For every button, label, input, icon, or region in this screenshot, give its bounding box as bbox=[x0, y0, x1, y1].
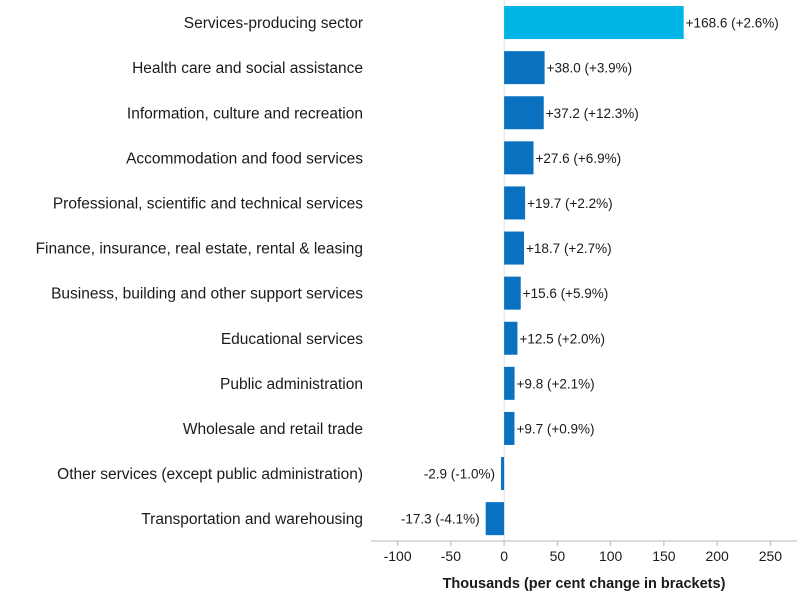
category-label: Educational services bbox=[221, 331, 363, 348]
bar bbox=[504, 6, 684, 40]
data-label: +19.7 (+2.2%) bbox=[527, 196, 613, 211]
bar bbox=[504, 411, 515, 445]
category-label: Transportation and warehousing bbox=[141, 511, 363, 528]
bar bbox=[504, 366, 515, 400]
category-labels: Services-producing sector Health care and… bbox=[36, 15, 364, 528]
bar bbox=[504, 276, 521, 310]
bar bbox=[504, 321, 518, 355]
data-label: -2.9 (-1.0%) bbox=[424, 467, 495, 482]
bar bbox=[485, 502, 505, 536]
category-label: Finance, insurance, real estate, rental … bbox=[36, 241, 363, 258]
category-label: Wholesale and retail trade bbox=[183, 421, 363, 438]
x-tick-label: 50 bbox=[550, 548, 566, 564]
data-label: +9.8 (+2.1%) bbox=[517, 376, 595, 391]
x-axis: -100 -50 0 50 100 150 200 250 bbox=[371, 540, 797, 564]
x-axis-title: Thousands (per cent change in brackets) bbox=[443, 576, 726, 592]
data-label: -17.3 (-4.1%) bbox=[401, 512, 480, 527]
bar bbox=[504, 51, 545, 85]
x-tick-label: 0 bbox=[500, 548, 508, 564]
bar bbox=[504, 96, 544, 130]
chart-background bbox=[371, 0, 797, 541]
x-tick-label: 150 bbox=[652, 548, 676, 564]
data-label: +37.2 (+12.3%) bbox=[546, 106, 639, 121]
category-label: Business, building and other support ser… bbox=[51, 286, 363, 303]
data-label: +168.6 (+2.6%) bbox=[686, 16, 779, 31]
bar bbox=[504, 141, 534, 175]
category-label: Health care and social assistance bbox=[132, 60, 363, 77]
data-label: +18.7 (+2.7%) bbox=[526, 241, 612, 256]
data-label: +9.7 (+0.9%) bbox=[516, 421, 594, 436]
data-label: +15.6 (+5.9%) bbox=[523, 286, 609, 301]
category-label: Professional, scientific and technical s… bbox=[53, 195, 363, 212]
bar bbox=[501, 457, 505, 491]
bars bbox=[485, 6, 684, 536]
category-label: Public administration bbox=[220, 376, 363, 393]
category-label: Information, culture and recreation bbox=[127, 105, 363, 122]
x-tick-label: -50 bbox=[441, 548, 461, 564]
category-label: Other services (except public administra… bbox=[57, 466, 363, 483]
x-tick-label: 250 bbox=[759, 548, 783, 564]
data-label: +12.5 (+2.0%) bbox=[519, 331, 605, 346]
data-label: +27.6 (+6.9%) bbox=[536, 151, 622, 166]
bar bbox=[504, 186, 526, 220]
x-tick-label: 100 bbox=[599, 548, 623, 564]
category-label: Accommodation and food services bbox=[126, 150, 363, 167]
data-labels: +168.6 (+2.6%) +38.0 (+3.9%) +37.2 (+12.3%… bbox=[401, 16, 779, 527]
x-tick-label: 200 bbox=[705, 548, 729, 564]
data-label: +38.0 (+3.9%) bbox=[547, 61, 633, 76]
category-label: Services-producing sector bbox=[184, 15, 363, 32]
x-tick-label: -100 bbox=[384, 548, 412, 564]
plot-area bbox=[371, 0, 797, 541]
bar bbox=[504, 231, 525, 265]
